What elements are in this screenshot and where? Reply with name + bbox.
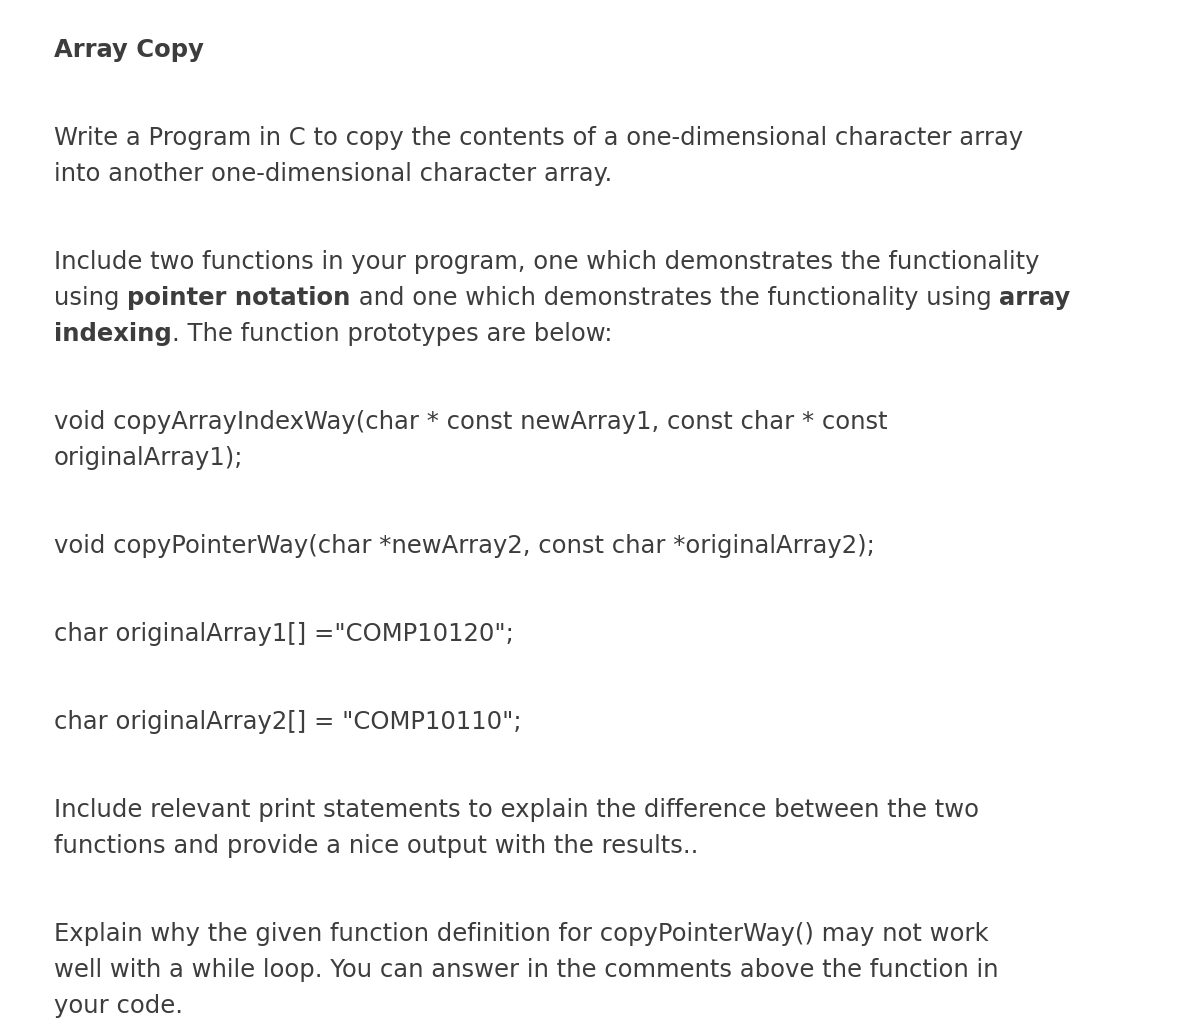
Text: Include two functions in your program, one which demonstrates the functionality: Include two functions in your program, o… [54, 250, 1039, 274]
Text: and one which demonstrates the functionality using: and one which demonstrates the functiona… [350, 286, 1000, 310]
Text: char originalArray1[] ="COMP10120";: char originalArray1[] ="COMP10120"; [54, 622, 514, 646]
Text: your code.: your code. [54, 994, 182, 1018]
Text: pointer notation: pointer notation [127, 286, 350, 310]
Text: into another one-dimensional character array.: into another one-dimensional character a… [54, 162, 612, 186]
Text: void copyArrayIndexWay(char * const newArray1, const char * const: void copyArrayIndexWay(char * const newA… [54, 410, 888, 434]
Text: Write a Program in C to copy the contents of a one-dimensional character array: Write a Program in C to copy the content… [54, 126, 1024, 150]
Text: Explain why the given function definition for copyPointerWay() may not work: Explain why the given function definitio… [54, 922, 989, 946]
Text: originalArray1);: originalArray1); [54, 447, 244, 470]
Text: . The function prototypes are below:: . The function prototypes are below: [172, 322, 612, 346]
Text: Array Copy: Array Copy [54, 38, 204, 62]
Text: using: using [54, 286, 127, 310]
Text: void copyPointerWay(char *newArray2, const char *originalArray2);: void copyPointerWay(char *newArray2, con… [54, 534, 875, 558]
Text: Include relevant print statements to explain the difference between the two: Include relevant print statements to exp… [54, 798, 979, 822]
Text: functions and provide a nice output with the results..: functions and provide a nice output with… [54, 834, 698, 858]
Text: well with a while loop. You can answer in the comments above the function in: well with a while loop. You can answer i… [54, 958, 998, 982]
Text: indexing: indexing [54, 322, 172, 346]
Text: array: array [1000, 286, 1070, 310]
Text: char originalArray2[] = "COMP10110";: char originalArray2[] = "COMP10110"; [54, 710, 522, 733]
